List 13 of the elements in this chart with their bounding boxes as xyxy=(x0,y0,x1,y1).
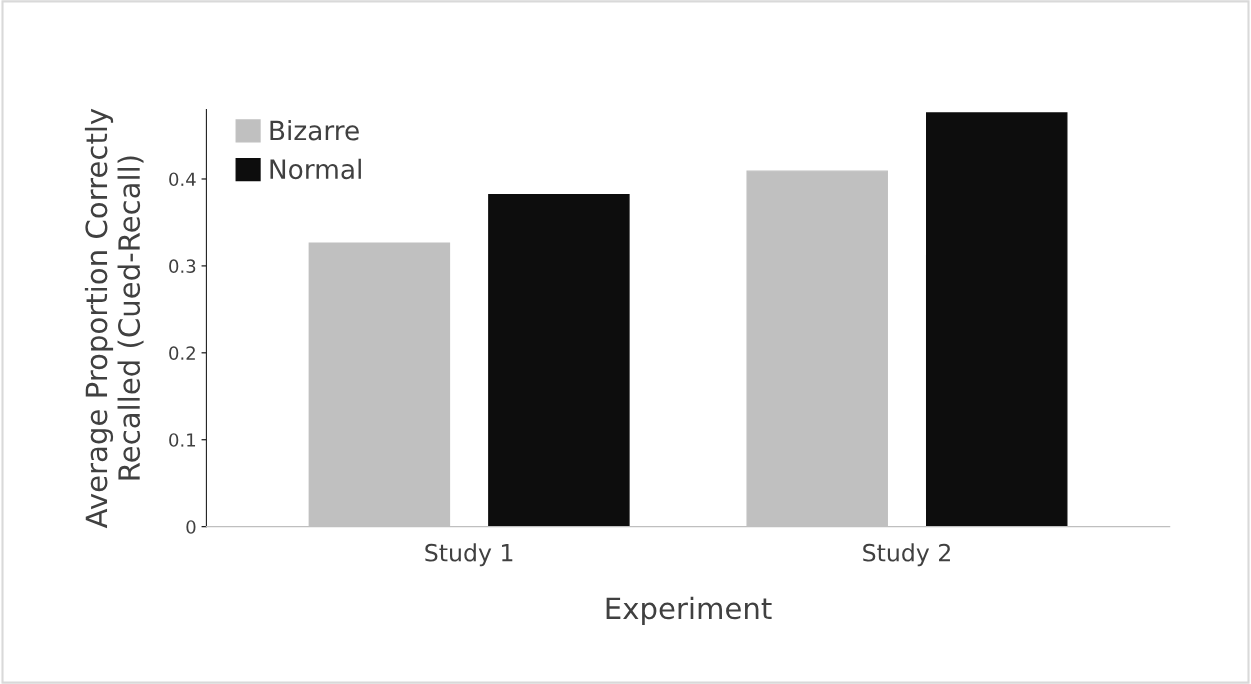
bar xyxy=(925,112,1068,527)
y-tick-label: 0 xyxy=(186,520,196,534)
y-tick-label: 0.4 xyxy=(169,172,196,187)
y-axis-title: Average Proportion Correctly Recalled (Cued-Recall) xyxy=(84,108,144,529)
y-tick-label: 0.1 xyxy=(169,433,196,447)
x-tick-label: Study 2 xyxy=(863,543,950,567)
x-axis-title: Experiment xyxy=(606,596,772,625)
bar xyxy=(488,193,630,527)
legend-label: Bizarre xyxy=(270,120,359,141)
legend-label: Normal xyxy=(270,158,361,180)
y-tick-label: 0.3 xyxy=(169,259,196,274)
x-tick-label: Study 1 xyxy=(425,543,513,567)
y-tick-label: 0.2 xyxy=(169,346,195,360)
